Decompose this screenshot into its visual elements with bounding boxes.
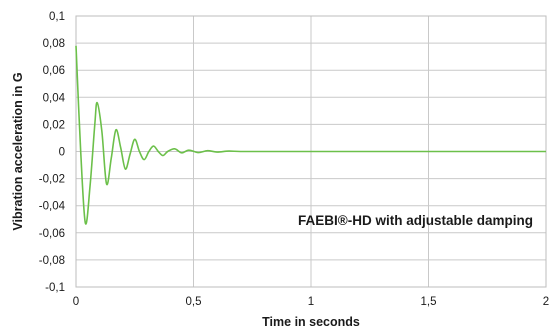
- y-tick-label: -0,04: [39, 201, 66, 213]
- y-tick-label: 0,04: [43, 92, 66, 104]
- y-tick-label: 0,06: [43, 65, 65, 77]
- x-tick-label: 1,5: [421, 296, 437, 308]
- x-tick-label: 0: [73, 296, 79, 308]
- y-tick-label: 0: [59, 147, 65, 159]
- y-tick-label: -0,1: [45, 282, 65, 294]
- y-tick-label: -0,02: [39, 174, 65, 186]
- y-axis-label: Vibration acceleration in G: [11, 72, 25, 230]
- x-axis-ticks: 0 0,5 1 1,5 2: [73, 296, 549, 308]
- x-tick-label: 0,5: [186, 296, 202, 308]
- x-tick-label: 2: [543, 296, 549, 308]
- y-tick-label: 0,1: [49, 11, 65, 23]
- series-line: [75, 45, 546, 225]
- chart-annotation: FAEBI®-HD with adjustable damping: [298, 213, 533, 228]
- y-tick-label: -0,06: [39, 228, 65, 240]
- y-tick-label: 0,08: [43, 38, 65, 50]
- y-tick-label: -0,08: [39, 255, 65, 267]
- x-axis-label: Time in seconds: [262, 315, 360, 329]
- y-tick-label: 0,02: [43, 119, 65, 131]
- y-axis-ticks: 0,1 0,08 0,06 0,04 0,02 0 -0,02 -0,04 -0,06 -0,08…: [39, 11, 66, 294]
- x-tick-label: 1: [308, 296, 314, 308]
